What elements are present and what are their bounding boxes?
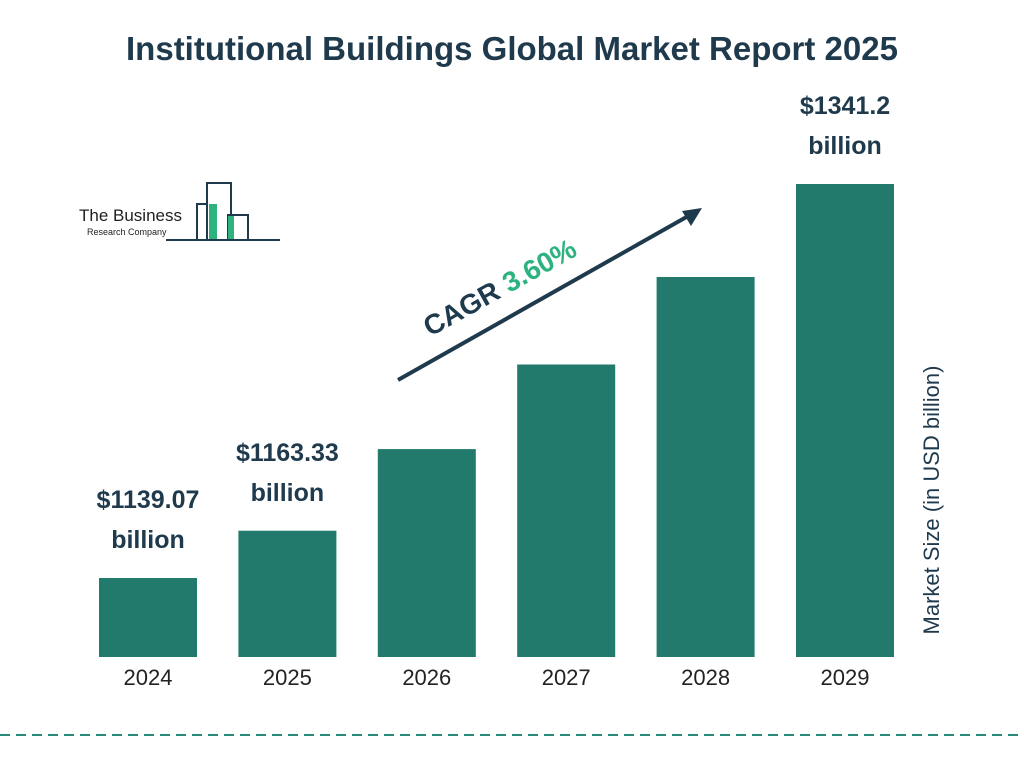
logo-text: Research Company <box>87 227 167 237</box>
bar <box>377 449 476 657</box>
data-label: $1341.2 billion <box>799 92 891 160</box>
x-tick-label: 2028 <box>681 665 731 690</box>
chart-title: Institutional Buildings Global Market Re… <box>126 30 898 67</box>
x-tick-label: 2024 <box>123 665 173 690</box>
logo-icon <box>166 182 280 241</box>
y-axis-label: Market Size (in USD billion) <box>919 365 944 635</box>
logo-text: The Business <box>79 206 182 225</box>
data-label: $1163.33 billion <box>235 438 339 507</box>
cagr-arrow <box>397 208 702 382</box>
x-tick-label: 2029 <box>820 665 870 690</box>
data-label: $1139.07 billion <box>96 486 200 554</box>
x-tick-label: 2026 <box>402 665 452 690</box>
bar <box>517 364 616 657</box>
x-tick-label: 2027 <box>541 665 591 690</box>
bar <box>99 578 197 657</box>
bar <box>796 184 894 657</box>
bar <box>238 530 337 657</box>
x-tick-label: 2025 <box>262 665 312 690</box>
bar <box>656 276 755 657</box>
